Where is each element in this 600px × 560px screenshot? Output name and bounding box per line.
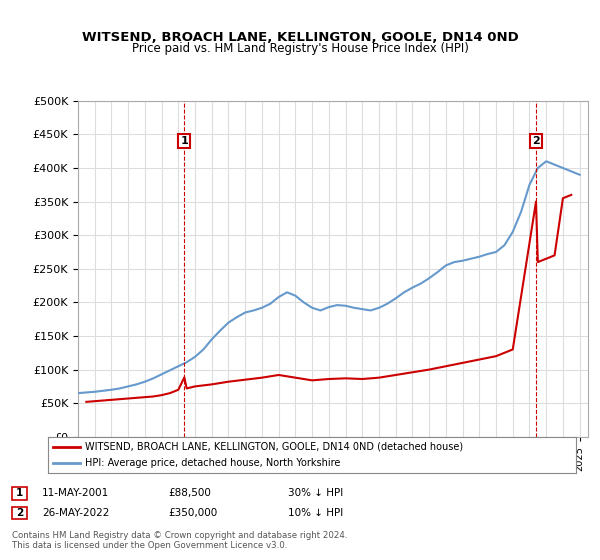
- Text: 1: 1: [181, 136, 188, 146]
- Text: Price paid vs. HM Land Registry's House Price Index (HPI): Price paid vs. HM Land Registry's House …: [131, 42, 469, 55]
- Text: 30% ↓ HPI: 30% ↓ HPI: [288, 488, 343, 498]
- Text: 26-MAY-2022: 26-MAY-2022: [42, 508, 109, 518]
- Text: £350,000: £350,000: [168, 508, 217, 518]
- Text: 2: 2: [16, 508, 23, 518]
- Text: HPI: Average price, detached house, North Yorkshire: HPI: Average price, detached house, Nort…: [85, 458, 340, 468]
- Text: 10% ↓ HPI: 10% ↓ HPI: [288, 508, 343, 518]
- Text: WITSEND, BROACH LANE, KELLINGTON, GOOLE, DN14 0ND (detached house): WITSEND, BROACH LANE, KELLINGTON, GOOLE,…: [85, 442, 463, 452]
- Text: Contains HM Land Registry data © Crown copyright and database right 2024.
This d: Contains HM Land Registry data © Crown c…: [12, 530, 347, 550]
- Text: £88,500: £88,500: [168, 488, 211, 498]
- Text: 1: 1: [16, 488, 23, 498]
- Text: 2: 2: [532, 136, 540, 146]
- Text: WITSEND, BROACH LANE, KELLINGTON, GOOLE, DN14 0ND: WITSEND, BROACH LANE, KELLINGTON, GOOLE,…: [82, 31, 518, 44]
- Text: 11-MAY-2001: 11-MAY-2001: [42, 488, 109, 498]
